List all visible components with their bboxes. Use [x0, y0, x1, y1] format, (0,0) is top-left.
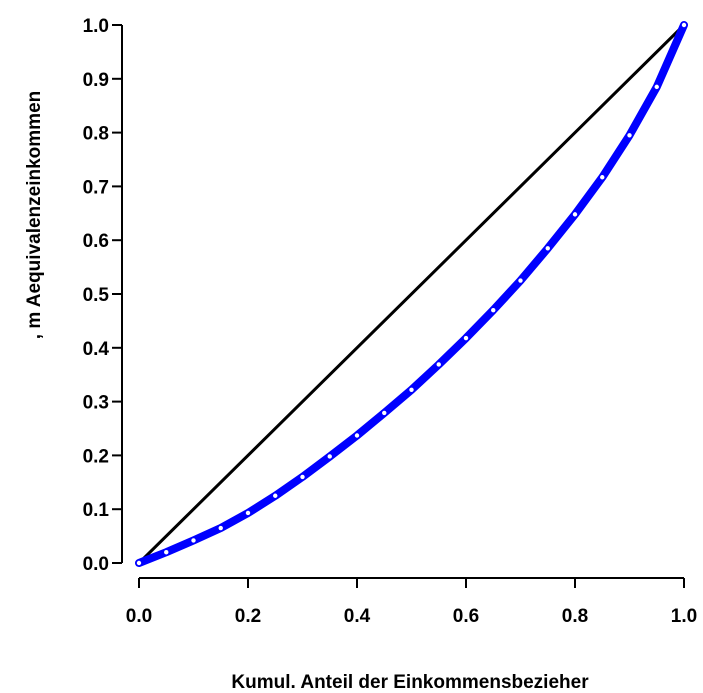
data-point — [681, 22, 687, 28]
data-point — [218, 525, 223, 531]
y-tick-label: 0.2 — [83, 446, 109, 467]
plot-area — [135, 21, 688, 567]
data-point — [245, 510, 251, 516]
y-tick-label: 0.7 — [83, 177, 109, 198]
y-axis-title: , m Aequivalenzeinkommen — [24, 91, 45, 339]
data-point — [354, 433, 360, 438]
data-point — [273, 493, 278, 498]
data-point — [382, 410, 387, 416]
data-point — [654, 84, 659, 90]
data-point — [136, 560, 142, 566]
x-tick-label: 1.0 — [671, 606, 697, 627]
data-point — [545, 246, 550, 251]
y-tick-label: 0.4 — [83, 339, 110, 360]
data-point — [572, 212, 578, 217]
data-point — [627, 133, 632, 138]
y-tick-label: 0.1 — [83, 500, 110, 521]
data-point — [300, 474, 305, 480]
x-tick-label: 0.2 — [235, 606, 261, 627]
y-tick-label: 0.0 — [83, 554, 109, 575]
y-tick-label: 0.5 — [83, 285, 110, 306]
data-point — [600, 175, 605, 180]
data-point — [164, 550, 169, 555]
y-tick-label: 0.6 — [83, 231, 109, 252]
y-tick-label: 0.9 — [83, 70, 109, 91]
x-tick-label: 0.4 — [344, 606, 371, 627]
x-tick-label: 0.0 — [126, 606, 152, 627]
data-point — [518, 278, 523, 283]
data-point — [327, 454, 332, 459]
data-point — [463, 335, 469, 341]
x-tick-label: 0.8 — [562, 606, 588, 627]
data-point — [409, 387, 414, 392]
data-point — [436, 362, 441, 367]
data-point — [491, 307, 496, 313]
x-axis-title: Kumul. Anteil der Einkommensbezieher — [231, 672, 589, 693]
data-point — [191, 538, 196, 543]
x-tick-label: 0.6 — [453, 606, 479, 627]
y-tick-label: 0.3 — [83, 393, 109, 414]
equality-line — [137, 23, 686, 565]
axes: 0.0 0.2 0.4 0.6 0.8 1.0 0.0 0.1 0.2 0.3 0.4 0.5 0.6 0… — [83, 16, 698, 627]
y-tick-label: 1.0 — [83, 16, 109, 37]
y-tick-label: 0.8 — [83, 124, 109, 145]
